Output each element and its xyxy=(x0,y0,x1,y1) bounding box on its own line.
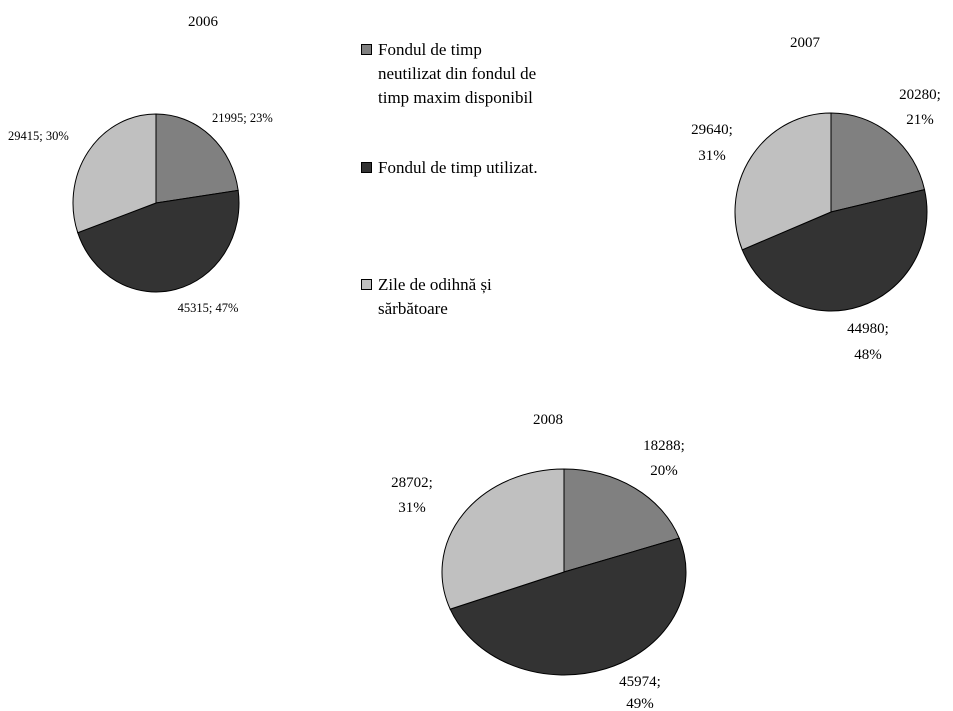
legend-item-neutilizat: Fondul de timp neutilizat din fondul de … xyxy=(361,38,536,110)
legend-swatch-odihna xyxy=(361,279,372,290)
pie-slice-2007-odihna xyxy=(734,112,832,251)
legend-swatch-utilizat xyxy=(361,162,372,173)
data-label-2006-utilizat: 45315; 47% xyxy=(178,301,239,315)
legend-label-neutilizat: Fondul de timp neutilizat din fondul de … xyxy=(378,40,537,107)
data-label-2008-neutilizat-value: 18288; xyxy=(643,438,685,454)
data-label-2008-utilizat-value: 45974; xyxy=(619,674,661,690)
data-label-2007-neutilizat-value: 20280; xyxy=(899,87,941,103)
data-label-2007-utilizat-value: 44980; xyxy=(847,321,889,337)
legend-item-odihna: Zile de odihnă și sărbătoare xyxy=(361,273,492,321)
data-label-2008-neutilizat-percent: 20% xyxy=(650,463,678,479)
data-label-2008-odihna-value: 28702; xyxy=(391,475,433,491)
data-label-2007-odihna-value: 29640; xyxy=(691,122,733,138)
legend-item-utilizat: Fondul de timp utilizat. xyxy=(361,156,538,180)
pie-slice-2008-utilizat xyxy=(449,537,687,676)
pie-slice-2006-odihna xyxy=(72,113,157,234)
pie-chart-2006: 2006 21995; 23% 45315; 47% 29415; 30% xyxy=(8,14,273,315)
pie-chart-2007: 2007 20280; 21% 44980; 48% 29640; 31% xyxy=(691,35,941,363)
chart-title-2008: 2008 xyxy=(533,412,563,428)
data-label-2006-neutilizat: 21995; 23% xyxy=(212,111,273,125)
pie-chart-2008: 2008 18288; 20% 45974; 49% 28702; 31% xyxy=(391,412,687,711)
pie-slice-2007-utilizat xyxy=(741,189,928,312)
data-label-2006-odihna: 29415; 30% xyxy=(8,129,69,143)
data-label-2008-utilizat-percent: 49% xyxy=(626,696,654,711)
legend-label-odihna: Zile de odihnă și sărbătoare xyxy=(378,275,492,318)
pie-slice-2008-odihna xyxy=(441,468,565,610)
chart-title-2006: 2006 xyxy=(188,14,219,30)
legend-swatch-neutilizat xyxy=(361,44,372,55)
chart-title-2007: 2007 xyxy=(790,35,821,51)
data-label-2007-utilizat-percent: 48% xyxy=(854,347,882,363)
pie-slice-2006-neutilizat xyxy=(155,113,239,204)
data-label-2007-odihna-percent: 31% xyxy=(698,148,726,164)
pie-slice-2007-neutilizat xyxy=(830,112,926,213)
data-label-2007-neutilizat-percent: 21% xyxy=(906,112,934,128)
legend-label-utilizat: Fondul de timp utilizat. xyxy=(378,158,538,177)
data-label-2008-odihna-percent: 31% xyxy=(398,500,426,516)
pie-slice-2006-utilizat xyxy=(77,189,240,293)
